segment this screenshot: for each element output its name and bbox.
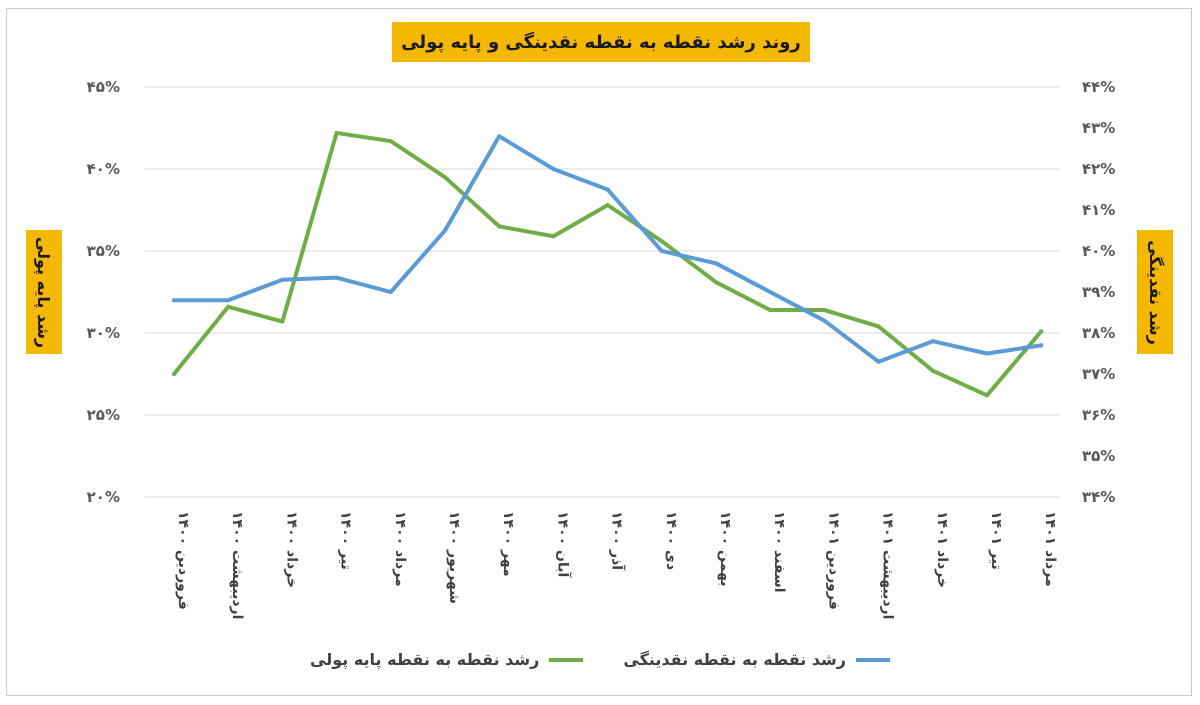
point-liquidity — [985, 351, 989, 356]
point-monetary-base — [659, 239, 664, 244]
right-tick-label: ۳۵% — [1082, 447, 1115, 465]
point-monetary-base — [822, 308, 827, 313]
series-line-monetary-base — [172, 130, 1044, 398]
point-liquidity — [930, 339, 935, 344]
point-liquidity — [280, 277, 285, 282]
category-tick-label: دی ۱۴۰۰ — [663, 511, 679, 570]
point-liquidity — [768, 290, 773, 294]
category-tick-label: اردیبهشت ۱۴۰۱ — [880, 511, 896, 619]
category-tick-label: آذر ۱۴۰۰ — [609, 511, 627, 571]
category-tick-label: اردیبهشت ۱۴۰۰ — [229, 511, 245, 619]
point-liquidity — [822, 318, 827, 323]
point-monetary-base — [172, 372, 176, 376]
point-liquidity — [334, 275, 339, 280]
category-tick-label: خرداد ۱۴۰۱ — [934, 511, 950, 588]
point-liquidity — [1039, 343, 1044, 348]
right-tick-label: ۳۹% — [1082, 283, 1115, 301]
category-tick-label: اسفند ۱۴۰۰ — [771, 511, 787, 593]
point-liquidity — [388, 290, 393, 294]
left-axis-label: رشد پایه پولی — [26, 230, 62, 354]
category-tick-label: مهر ۱۴۰۰ — [500, 511, 516, 577]
point-liquidity — [605, 187, 610, 192]
left-tick-label: ۲۰% — [87, 488, 120, 506]
category-tick-label: مرداد ۱۴۰۱ — [1042, 511, 1058, 587]
category-tick-label: بهمن ۱۴۰۰ — [717, 511, 733, 587]
point-monetary-base — [876, 324, 881, 329]
point-liquidity — [172, 298, 176, 303]
point-monetary-base — [1039, 329, 1044, 334]
left-axis-ticks: ۲۰% ۲۵% ۳۰% ۳۵% ۴۰% ۴۵% — [87, 78, 120, 506]
point-monetary-base — [551, 234, 556, 239]
right-axis-label-text: رشد نقدینگی — [1145, 239, 1165, 345]
left-tick-label: ۲۵% — [87, 406, 120, 424]
category-tick-label: فروردین ۱۴۰۰ — [175, 511, 191, 610]
right-tick-label: ۳۶% — [1082, 406, 1115, 424]
point-monetary-base — [443, 175, 447, 180]
left-tick-label: ۳۵% — [87, 242, 120, 260]
point-liquidity — [551, 167, 556, 171]
legend-swatch-liquidity — [855, 657, 890, 662]
category-tick-label: تیر ۱۴۰۱ — [988, 511, 1004, 570]
legend-item-liquidity: رشد نقطه به نقطه نقدینگی — [623, 650, 890, 669]
point-monetary-base — [930, 368, 935, 373]
point-liquidity — [497, 134, 502, 139]
left-axis-label-text: رشد پایه پولی — [34, 236, 54, 348]
category-tick-label: مرداد ۱۴۰۰ — [392, 511, 408, 587]
point-monetary-base — [497, 224, 502, 229]
category-tick-label: تیر ۱۴۰۰ — [338, 511, 354, 570]
legend: رشد نقطه به نقطه نقدینگی رشد نقطه به نقط… — [0, 650, 1200, 669]
right-tick-label: ۳۴% — [1082, 488, 1115, 506]
point-monetary-base — [985, 393, 989, 398]
point-liquidity — [714, 261, 718, 266]
point-monetary-base — [768, 308, 773, 313]
right-tick-label: ۴۳% — [1082, 119, 1115, 137]
legend-label-liquidity: رشد نقطه به نقطه نقدینگی — [623, 650, 846, 669]
legend-item-monetary-base: رشد نقطه به نقطه پایه پولی — [310, 650, 584, 669]
left-tick-label: ۴۵% — [87, 78, 120, 96]
point-liquidity — [226, 298, 231, 303]
chart-title: روند رشد نقطه به نقطه نقدینگی و پایه پول… — [392, 22, 810, 62]
right-axis-ticks: ۳۴% ۳۵% ۳۶% ۳۷% ۳۸% ۳۹% ۴۰% ۴۱% ۴۲% ۴۳% ۴۴% — [1082, 78, 1115, 506]
right-tick-label: ۳۸% — [1082, 324, 1115, 342]
category-tick-label: فروردین ۱۴۰۱ — [825, 511, 841, 610]
right-tick-label: ۴۲% — [1082, 160, 1115, 178]
point-monetary-base — [334, 130, 339, 135]
category-tick-label: آبان ۱۴۰۰ — [554, 511, 572, 579]
right-axis-label: رشد نقدینگی — [1137, 230, 1173, 354]
x-axis-ticks: فروردین ۱۴۰۰ اردیبهشت ۱۴۰۰ خرداد ۱۴۰۰ تیر ۱… — [175, 511, 1058, 619]
point-liquidity — [876, 359, 881, 364]
grid-lines — [145, 86, 1060, 498]
legend-label-monetary-base: رشد نقطه به نقطه پایه پولی — [310, 650, 540, 669]
left-tick-label: ۳۰% — [87, 324, 120, 342]
right-tick-label: ۴۴% — [1082, 78, 1115, 96]
point-monetary-base — [714, 280, 718, 285]
legend-swatch-monetary-base — [549, 657, 584, 662]
point-monetary-base — [280, 319, 285, 324]
right-tick-label: ۴۱% — [1082, 201, 1115, 219]
category-tick-label: شهریور ۱۴۰۰ — [446, 511, 462, 604]
category-tick-label: خرداد ۱۴۰۰ — [283, 511, 299, 588]
point-monetary-base — [388, 139, 393, 144]
point-liquidity — [443, 228, 447, 233]
point-liquidity — [659, 249, 664, 253]
point-monetary-base — [605, 203, 610, 208]
right-tick-label: ۴۰% — [1082, 242, 1115, 260]
right-tick-label: ۳۷% — [1082, 365, 1115, 383]
point-monetary-base — [226, 304, 231, 309]
left-tick-label: ۴۰% — [87, 160, 120, 178]
series-lines — [172, 130, 1044, 398]
